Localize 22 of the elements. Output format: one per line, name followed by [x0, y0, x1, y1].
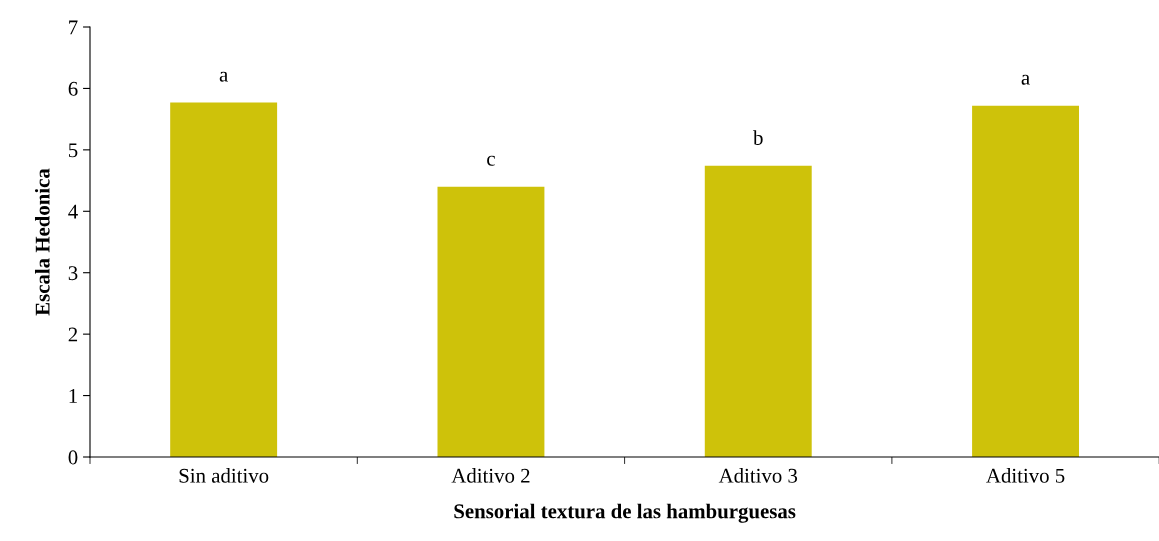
- y-tick-label: 0: [68, 450, 78, 465]
- bar: [704, 165, 812, 457]
- x-tick-label: Aditivo 5: [986, 468, 1065, 483]
- annotation: a: [219, 71, 228, 82]
- y-tick-label: 4: [68, 204, 78, 219]
- bar: [437, 186, 545, 457]
- annotation: c: [487, 155, 495, 166]
- x-tick-label: Aditivo 2: [451, 468, 530, 483]
- x-tick-label: Aditivo 3: [718, 468, 798, 483]
- y-tick-label: 1: [69, 389, 77, 403]
- x-axis-title: Sensorial textura de las hamburguesas: [454, 503, 796, 523]
- y-tick-label: 3: [68, 266, 78, 281]
- y-axis-title: Escala Hedonica: [35, 168, 50, 316]
- bar: [170, 102, 278, 457]
- y-tick-label: 6: [68, 81, 78, 96]
- y-tick-label: 2: [68, 327, 78, 342]
- x-tick-label: Sin aditivo: [179, 468, 269, 483]
- y-tick-label: 5: [68, 143, 78, 158]
- annotation: a: [1021, 74, 1030, 85]
- bar: [972, 105, 1080, 457]
- annotation: b: [753, 130, 763, 145]
- y-tick-label: 7: [69, 20, 78, 35]
